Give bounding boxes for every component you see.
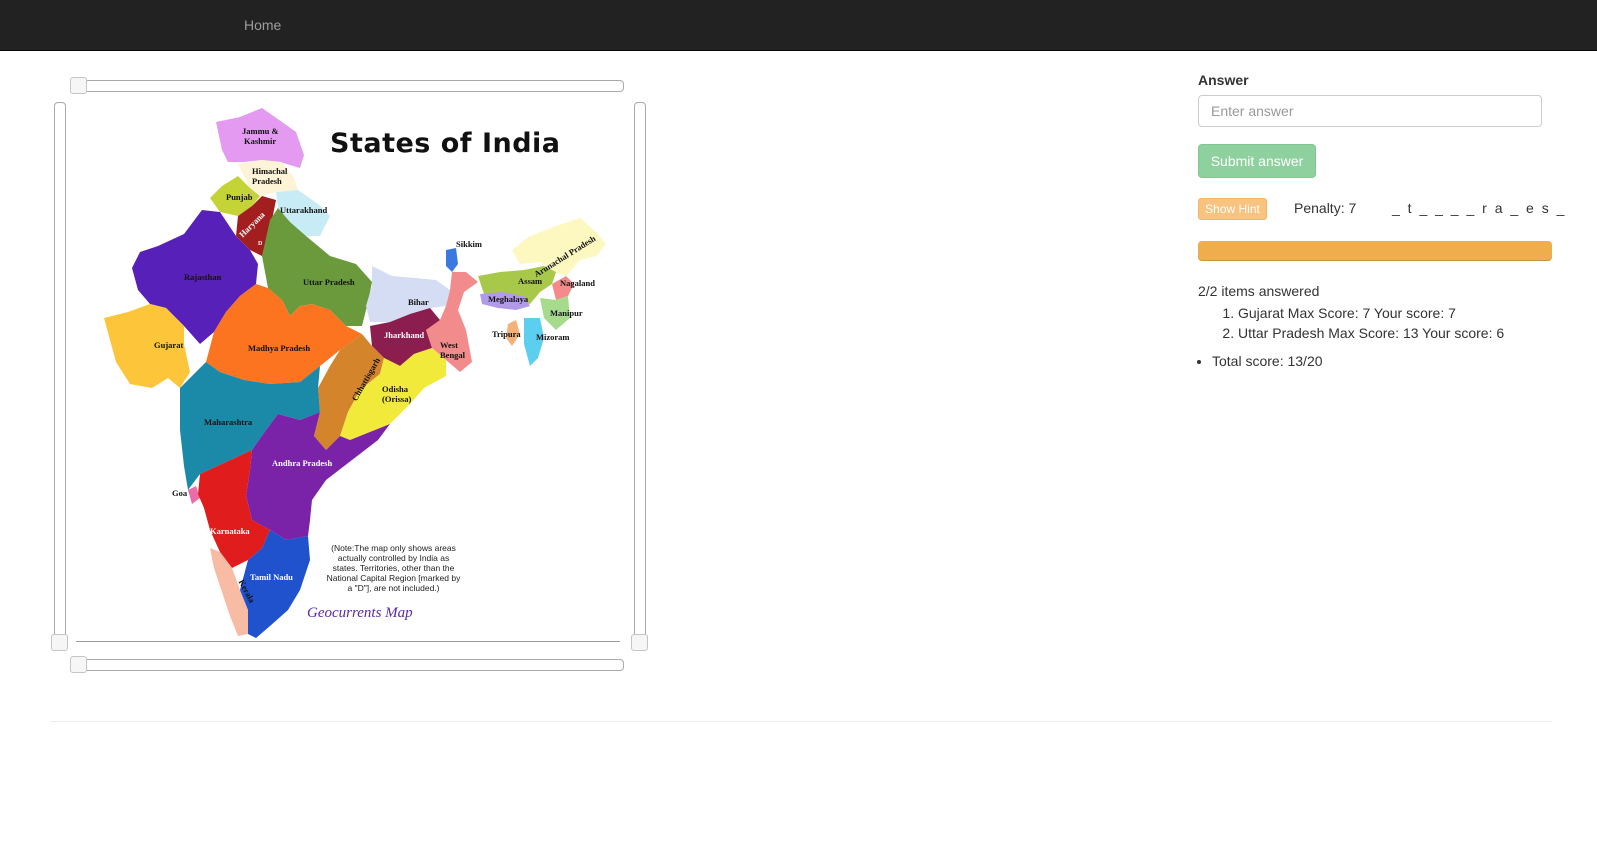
answer-label: Answer [1198, 72, 1249, 88]
map-slider-right-handle[interactable] [631, 634, 648, 651]
map-slider-left[interactable] [54, 102, 66, 641]
map-slider-top-handle[interactable] [70, 77, 87, 94]
results-list: Gujarat Max Score: 7 Your score: 7 Uttar… [1198, 303, 1504, 343]
submit-answer-button[interactable]: Submit answer [1198, 144, 1316, 178]
show-hint-button[interactable]: Show Hint [1198, 198, 1267, 220]
map-note: (Note:The map only shows areas actually … [326, 543, 461, 593]
penalty-text: Penalty: 7 [1294, 200, 1357, 216]
map-slider-bottom-handle[interactable] [70, 656, 87, 673]
map-slider-left-handle[interactable] [51, 634, 68, 651]
answer-input[interactable] [1198, 95, 1542, 127]
map-slider-right[interactable] [634, 102, 646, 641]
nav-home-link[interactable]: Home [244, 17, 282, 33]
footer-divider [50, 721, 1552, 722]
hint-pattern: _ t _ _ _ _ r a _ e s _ [1392, 200, 1566, 216]
items-answered: 2/2 items answered [1198, 283, 1320, 299]
navbar: Home [0, 0, 1597, 51]
total-list: Total score: 13/20 [1198, 353, 1323, 369]
map-title: States of India [330, 128, 561, 159]
result-item: Uttar Pradesh Max Score: 13 Your score: … [1238, 323, 1504, 343]
result-item: Gujarat Max Score: 7 Your score: 7 [1238, 303, 1504, 323]
map-credit: Geocurrents Map [307, 605, 413, 621]
total-score: Total score: 13/20 [1212, 353, 1323, 369]
progress-bar [1198, 241, 1552, 261]
map-slider-bottom[interactable] [70, 659, 624, 671]
map-slider-top[interactable] [70, 80, 624, 92]
